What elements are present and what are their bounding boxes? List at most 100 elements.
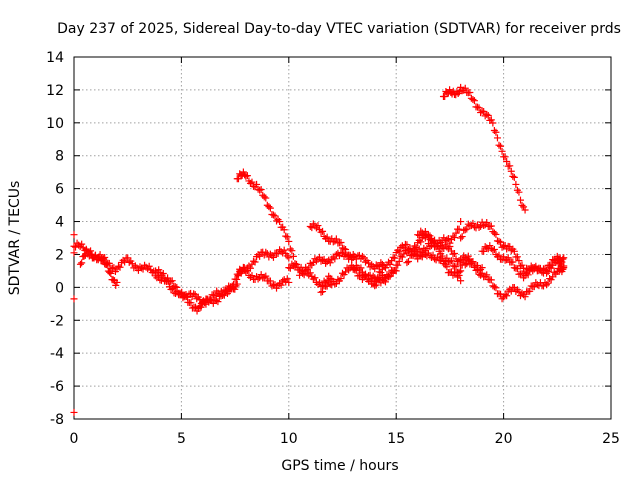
series-arc-4 [233, 263, 293, 292]
y-tick-label: 8 [55, 149, 64, 165]
data-point [486, 242, 494, 250]
data-point [214, 298, 222, 306]
data-point [391, 267, 399, 275]
data-point [546, 275, 554, 283]
data-point [76, 260, 84, 268]
data-point [303, 266, 311, 274]
data-point [520, 203, 528, 211]
data-point [339, 244, 346, 252]
data-point [391, 254, 399, 262]
data-point [70, 408, 78, 416]
data-point [315, 253, 323, 261]
data-point [409, 251, 417, 259]
data-point [366, 276, 374, 284]
data-point [211, 296, 219, 304]
data-point [503, 158, 511, 166]
data-point [461, 254, 469, 262]
data-point [490, 283, 498, 291]
x-tick-label: 25 [602, 431, 620, 447]
data-point [513, 265, 521, 273]
chart-title: Day 237 of 2025, Sidereal Day-to-day VTE… [57, 21, 621, 37]
data-point [495, 237, 503, 245]
data-point [469, 95, 477, 103]
data-point [78, 259, 86, 267]
data-point [91, 252, 99, 260]
data-point [286, 245, 294, 253]
data-point [124, 254, 132, 262]
data-point [103, 261, 111, 269]
data-point [507, 167, 515, 175]
data-point [480, 247, 488, 255]
data-point [560, 262, 568, 270]
data-point [331, 255, 339, 263]
x-tick-label: 20 [495, 431, 513, 447]
data-point [487, 276, 495, 284]
data-point [182, 293, 190, 301]
data-point [526, 287, 534, 295]
data-point [248, 272, 256, 280]
y-tick-label: 14 [46, 50, 64, 66]
y-tick-label: 6 [55, 182, 64, 198]
data-point [510, 247, 518, 255]
data-point [188, 304, 196, 312]
data-point [389, 253, 397, 261]
data-point [524, 271, 532, 279]
y-tick-label: -8 [50, 412, 64, 428]
data-point [489, 119, 497, 127]
data-point [469, 219, 477, 227]
data-point [277, 248, 285, 256]
data-point [451, 234, 459, 242]
data-point [242, 268, 250, 276]
data-point [455, 271, 463, 279]
data-point [539, 265, 547, 273]
data-point [466, 89, 474, 97]
data-point [116, 263, 124, 271]
data-point [159, 270, 167, 278]
data-point [464, 252, 472, 260]
data-point [474, 103, 482, 111]
data-point [457, 234, 465, 242]
data-point [559, 265, 567, 273]
series-arc-3 [152, 266, 241, 315]
data-point [187, 299, 195, 307]
data-point [483, 271, 491, 279]
y-tick-label: -2 [50, 313, 64, 329]
data-point [300, 267, 308, 275]
data-point [457, 255, 465, 263]
data-point [492, 230, 500, 238]
data-point [305, 264, 313, 272]
data-point [395, 257, 403, 265]
data-point [372, 281, 380, 289]
data-point [311, 274, 319, 282]
series-arc-13 [439, 83, 529, 214]
data-point [334, 275, 342, 283]
data-point [394, 261, 402, 269]
data-point [543, 281, 551, 289]
data-point [492, 128, 500, 136]
data-point [161, 274, 169, 282]
data-point [378, 265, 386, 273]
series-arc-9 [349, 240, 465, 288]
data-point [319, 256, 327, 264]
data-point [251, 258, 259, 266]
data-point [498, 243, 506, 251]
data-series [70, 83, 568, 416]
data-point [164, 277, 172, 285]
data-point [438, 252, 446, 260]
data-point [503, 292, 511, 300]
data-point [461, 261, 469, 269]
data-point [280, 226, 288, 234]
data-point [323, 258, 331, 266]
data-point [444, 234, 452, 242]
data-point [285, 278, 293, 286]
data-point [374, 262, 382, 270]
data-point [424, 233, 432, 241]
data-point [443, 263, 451, 271]
data-point [395, 248, 403, 256]
x-tick-label: 10 [280, 431, 298, 447]
data-point [362, 258, 370, 266]
data-point [268, 282, 276, 290]
data-point [193, 295, 201, 303]
data-point [178, 288, 186, 296]
